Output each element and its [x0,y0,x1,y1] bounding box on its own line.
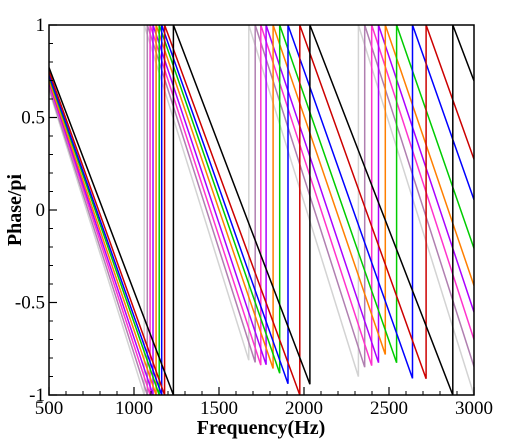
x-tick-label: 1000 [115,398,153,419]
phase-series-9 [49,25,474,395]
x-axis-title: Frequency(Hz) [197,417,326,439]
y-tick-label: 1 [36,15,46,36]
y-tick-label: 0.5 [21,108,45,129]
x-tick-label: 2500 [370,398,408,419]
x-tick-label: 3000 [455,398,493,419]
phase-series-2 [49,25,474,395]
y-tick-label: -0.5 [15,293,45,314]
phase-series-1 [49,25,474,395]
y-axis-title: Phase/pi [4,173,26,246]
x-tick-label: 500 [35,398,64,419]
phase-series-7 [49,25,474,395]
phase-series-6 [49,25,474,395]
phase-series-5 [49,25,474,395]
phase-series-8 [49,25,474,395]
x-tick-label: 1500 [200,398,238,419]
y-tick-label: 0 [36,200,46,221]
phase-series-4 [49,25,474,395]
tick-layer: 500 1000 1500 2000 2500 3000 -1 -0.5 0 0.5 1 [15,15,493,419]
phase-series-3 [49,25,474,395]
series-layer [49,25,474,395]
y-tick-label: -1 [29,385,45,406]
x-tick-label: 2000 [285,398,323,419]
